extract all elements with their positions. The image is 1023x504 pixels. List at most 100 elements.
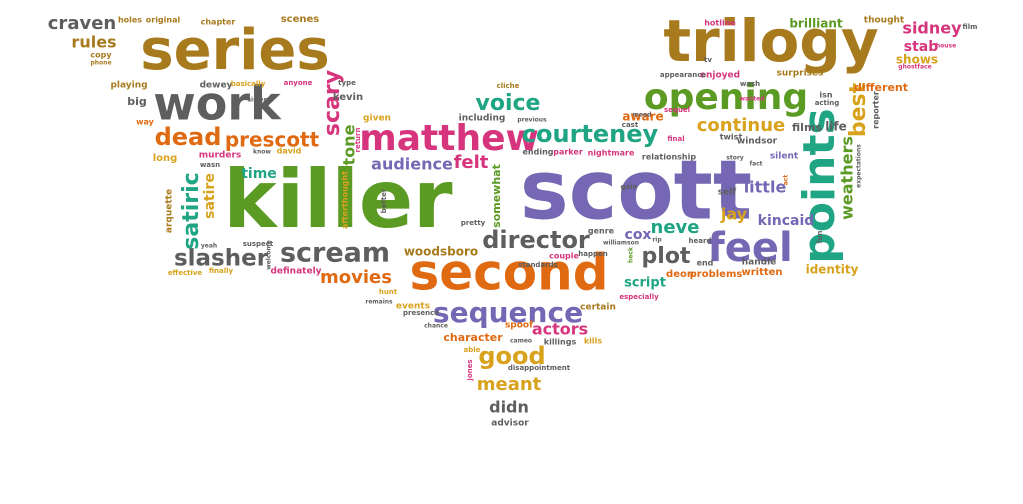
word: end [697, 259, 714, 268]
word: hotline [704, 19, 736, 28]
word: scream [280, 238, 390, 269]
word: written [741, 267, 782, 278]
word: actors [532, 320, 588, 339]
word: couple [549, 252, 579, 261]
word: windsor [737, 137, 778, 147]
word: weathers [838, 136, 857, 220]
word: script [624, 276, 666, 291]
word: act [783, 175, 790, 186]
word: better [380, 188, 388, 213]
word: sidney [902, 19, 962, 38]
word: somewhat [490, 164, 503, 228]
word: way [136, 118, 155, 127]
word: rip [652, 237, 662, 244]
word: matthew [359, 118, 539, 159]
word: thought [864, 16, 905, 26]
word: type [338, 79, 356, 87]
word: self [718, 188, 737, 198]
word: reporter [872, 91, 881, 129]
word: advisor [491, 419, 529, 429]
word: long [153, 153, 178, 164]
word: film [963, 23, 978, 31]
word: life [825, 120, 847, 134]
word: relationship [642, 153, 696, 162]
word: copy [90, 51, 112, 60]
word: disappointment [508, 364, 571, 372]
word: silent [770, 152, 799, 162]
word: final [667, 135, 684, 143]
word: twist [720, 133, 743, 142]
word: time [241, 166, 277, 182]
word: little [744, 178, 787, 197]
word: surprises [777, 69, 824, 79]
word: tv [704, 56, 712, 64]
word: previous [517, 117, 547, 124]
word: nightmare [588, 149, 635, 158]
word: director [482, 226, 590, 254]
word: fact [749, 161, 762, 168]
word: series [140, 18, 329, 83]
word: including [459, 114, 506, 124]
word: wasn [200, 161, 220, 169]
word: certain [580, 303, 616, 313]
word: williamson [603, 240, 639, 247]
word: genre [588, 227, 615, 236]
word: problems [690, 269, 743, 280]
word: cliche [497, 82, 520, 90]
word: prescott [225, 128, 320, 152]
word: especially [619, 293, 659, 301]
word: cameo [510, 338, 532, 345]
word: films [792, 121, 822, 134]
word: ending [522, 148, 553, 157]
word: gale [621, 183, 638, 191]
word: afterthought [341, 171, 350, 229]
word: kills [584, 337, 603, 346]
word: kincaid [758, 213, 815, 229]
word: happen [578, 250, 607, 258]
word: return [354, 128, 362, 153]
word: mood [633, 112, 652, 119]
word: woodsboro [404, 245, 478, 259]
word: kevin [333, 92, 363, 103]
word: chance [424, 323, 448, 330]
word: arquette [165, 189, 175, 233]
word: parker [553, 148, 583, 157]
word: handle [742, 258, 777, 268]
word: jones [466, 359, 474, 381]
word: sequel [664, 106, 690, 114]
word: remains [365, 299, 393, 306]
word: satire [202, 173, 218, 219]
word: phone [90, 60, 111, 67]
word: fun [816, 230, 824, 243]
word: audience [371, 155, 453, 174]
word: big [127, 95, 147, 108]
word: wanted [739, 96, 764, 103]
word: dead [155, 123, 222, 151]
word: scenes [281, 14, 320, 25]
word: appearance [660, 71, 707, 79]
word: felt [454, 152, 489, 173]
word: character [443, 331, 503, 344]
word: craven [48, 13, 116, 34]
word: expectations [856, 144, 863, 188]
word: jay [720, 205, 748, 224]
word: spoof [505, 321, 533, 331]
word: wash [740, 80, 760, 88]
word: welcome [266, 240, 273, 270]
word: killings [544, 338, 577, 347]
word: finally [209, 267, 234, 275]
word: trilogy [663, 7, 878, 75]
word: david [277, 147, 302, 156]
word: heard [689, 237, 712, 245]
word: heck [628, 246, 635, 263]
word: different [854, 81, 908, 94]
word: plot [642, 244, 691, 269]
word: pretty [461, 219, 486, 227]
word: able [464, 346, 481, 354]
word: movies [320, 267, 392, 288]
word: standards [518, 261, 558, 269]
word: meant [477, 374, 542, 395]
word: ghostface [898, 64, 931, 71]
word: given [363, 114, 391, 124]
